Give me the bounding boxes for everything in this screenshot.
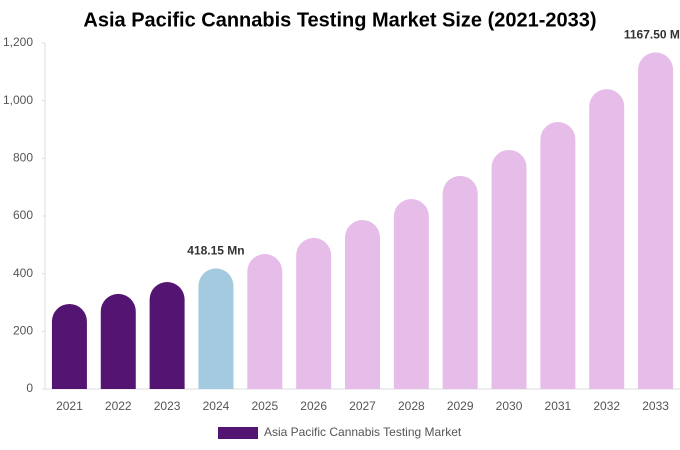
x-tick-label: 2029 [447,399,474,413]
bar [442,175,478,389]
y-tick-label: 1,000 [3,93,33,107]
x-tick-label: 2022 [105,399,132,413]
x-tick-label: 2026 [300,399,327,413]
y-tick-label: 0 [26,381,33,395]
bar [51,303,87,389]
x-tick-label: 2028 [398,399,425,413]
value-label: 1167.50 Mn [624,28,680,42]
y-tick-label: 400 [13,266,33,280]
bar [589,89,625,389]
bar [638,52,674,389]
bar [100,293,136,389]
bar [296,237,332,389]
y-tick-label: 800 [13,151,33,165]
bar [247,254,283,389]
value-label: 418.15 Mn [187,244,244,258]
x-tick-label: 2021 [56,399,83,413]
bar [393,198,429,389]
x-tick-label: 2023 [154,399,181,413]
y-tick-label: 1,200 [3,35,33,49]
x-tick-label: 2033 [642,399,669,413]
x-tick-label: 2032 [593,399,620,413]
x-tick-label: 2030 [496,399,523,413]
legend-swatch [218,427,258,439]
bar [540,122,576,389]
bar [198,268,234,389]
chart-title: Asia Pacific Cannabis Testing Market Siz… [83,9,596,31]
x-tick-label: 2025 [251,399,278,413]
y-tick-label: 600 [13,208,33,222]
x-tick-label: 2031 [545,399,572,413]
bar [345,220,380,389]
bar [491,149,527,389]
x-tick-label: 2027 [349,399,376,413]
x-tick-label: 2024 [203,399,230,413]
y-tick-label: 200 [13,324,33,338]
legend-label: Asia Pacific Cannabis Testing Market [264,425,462,439]
bar [149,282,185,389]
